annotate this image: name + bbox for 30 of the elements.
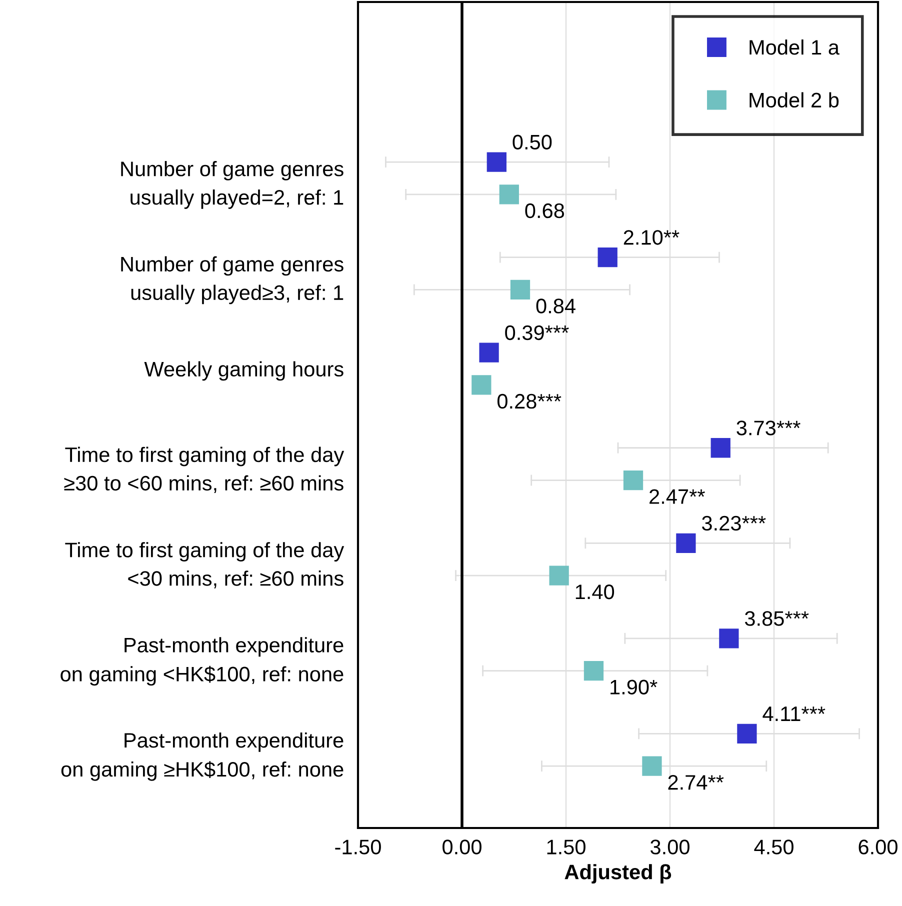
data-label: 1.90* [610,680,658,694]
x-axis-title: Adjusted β [564,864,672,884]
data-label: 3.23*** [702,516,766,531]
y-tick-label: Time to first gaming of the day <30 mins, ref: ≥60 mins [65,542,344,588]
legend-label: Model 2 b [750,92,839,108]
data-label: 4.11*** [762,706,826,721]
y-tick-label: Number of game genres usually played≥3, ref: 1 [121,256,344,304]
data-label: 0.68 [525,203,564,218]
y-tick-label: Past-month expenditure on gaming <HK$100, ref: none [60,637,344,686]
data-label: 3.85*** [744,611,809,626]
data-label: 3.73*** [736,420,800,436]
y-tick-label: Number of game genres usually played=2, ref: 1 [121,160,344,209]
y-tick-label: Weekly gaming hours [144,361,344,381]
x-tick-label: 1.50 [547,840,586,854]
data-label: 0.28*** [497,394,562,409]
x-tick-label: 0.00 [442,840,482,854]
data-label: 0.84 [536,298,576,314]
x-tick-label: 6.00 [858,840,898,854]
x-tick-label: -1.50 [335,840,381,854]
data-label: 0.39*** [505,325,569,340]
data-label: 2.74** [668,775,724,790]
y-tick-label: Time to first gaming of the day ≥30 to <60 mins, ref: ≥60 mins [64,446,344,494]
data-label: 2.10** [624,230,680,245]
x-tick-label: 4.50 [754,840,794,854]
x-tick-label: 3.00 [650,840,690,854]
legend-label: Model 1 a [750,39,840,55]
data-label: 0.50 [512,134,552,150]
data-label: 1.40 [576,584,614,600]
data-label: 2.47** [650,489,705,504]
y-tick-label: Past-month expenditure on gaming ≥HK$100, ref: none [61,732,344,781]
